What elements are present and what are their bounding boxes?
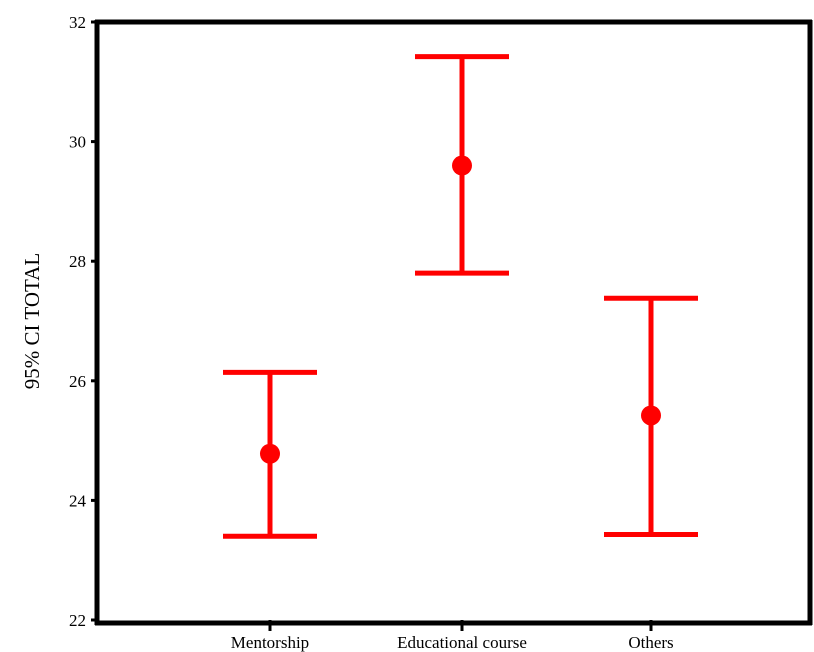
mean-point [452,155,472,176]
error-bar-marks [223,54,698,539]
y-tick-label: 32 [69,13,86,32]
x-axis-ticks: Mentorship Educational course Others [231,620,674,652]
x-category-label: Educational course [397,633,527,652]
y-axis-title: 95% CI TOTAL [20,253,44,389]
y-tick-label: 28 [69,252,86,271]
y-tick-label: 24 [69,491,87,510]
y-tick-label: 30 [69,133,86,152]
mean-point [641,405,661,426]
x-category-label: Mentorship [231,633,309,652]
mean-point [260,443,280,464]
x-category-label: Others [628,633,673,652]
y-tick-label: 26 [69,372,86,391]
y-tick-label: 22 [69,611,86,630]
